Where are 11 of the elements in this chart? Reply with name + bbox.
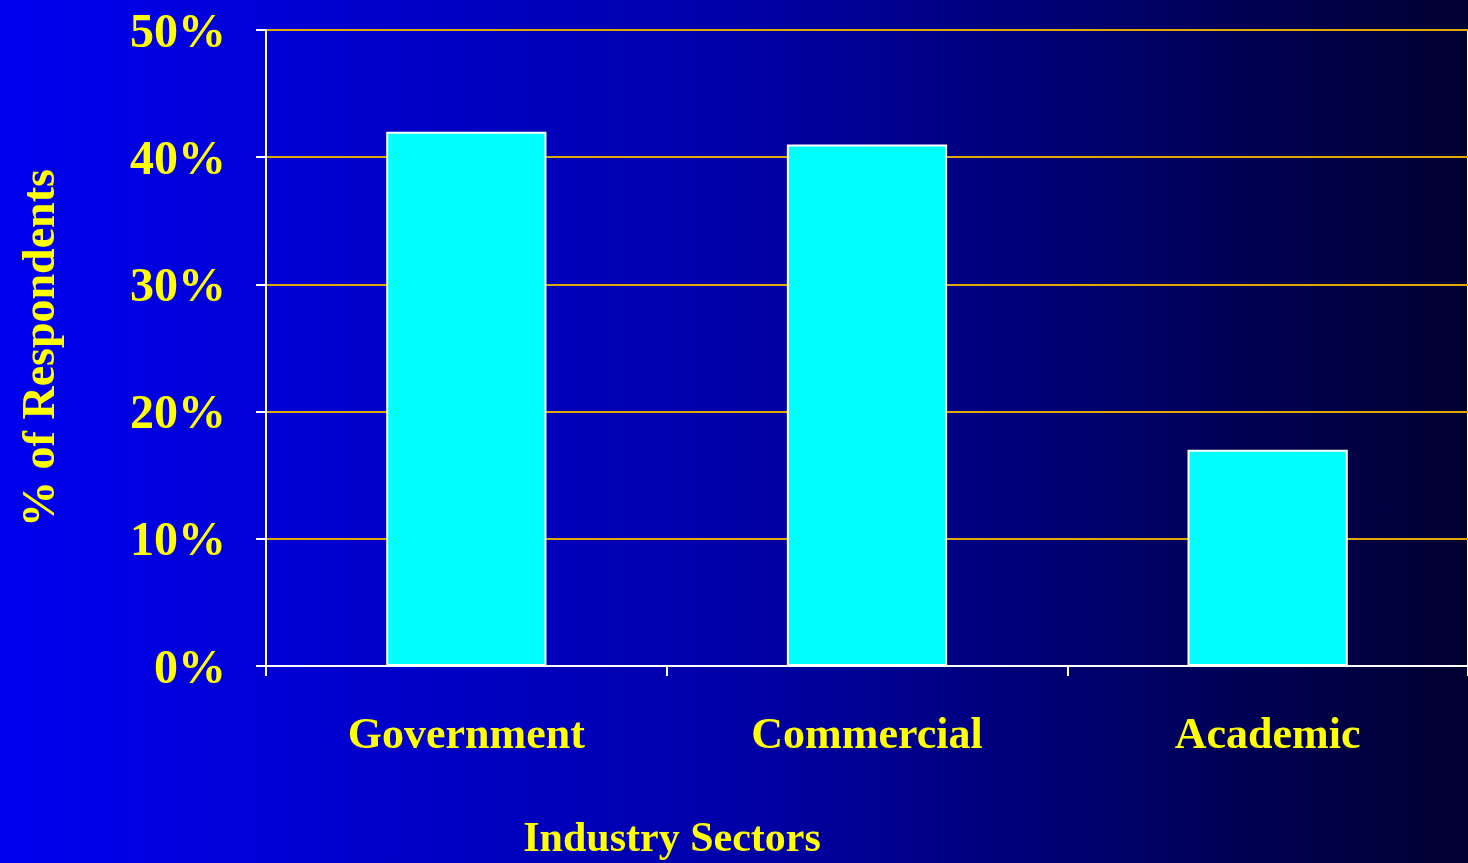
y-tick-label: 10% (130, 512, 226, 566)
y-tick-label: 0% (154, 639, 226, 693)
x-tick-label: Commercial (751, 708, 983, 758)
x-axis-title: Industry Sectors (523, 814, 821, 860)
y-tick-label: 20% (130, 385, 226, 439)
y-tick-label: 40% (130, 130, 226, 184)
y-axis-title: % of Respondents (12, 169, 64, 527)
y-tick-label: 50% (130, 3, 226, 57)
x-tick-label: Government (347, 708, 586, 758)
x-tick-label: Academic (1174, 708, 1361, 758)
y-tick-label: 30% (130, 257, 226, 311)
